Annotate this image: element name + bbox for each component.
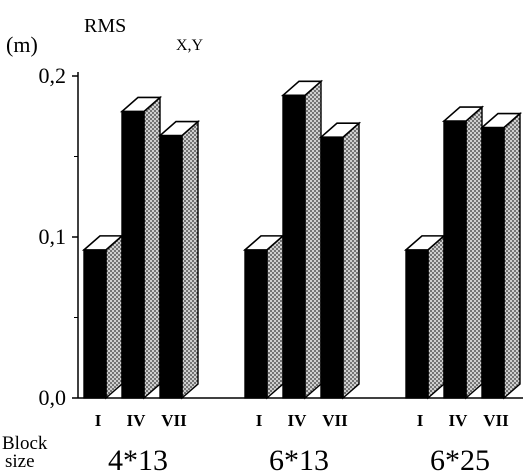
bars [81,79,523,400]
y-axis-title: RMS [84,15,126,37]
bar-top-face [157,120,201,137]
bar-side-face [266,234,284,400]
bar-side-face [105,234,123,400]
category-label: IV [449,411,469,430]
bar-top-face [280,80,324,97]
bar-front-face [320,136,344,399]
block-size-value: 4*13 [108,444,168,474]
bar-front-face [282,94,306,399]
bar-side-face [503,111,521,400]
bar-front-face [121,110,145,399]
x-labels: I IV VII 4*13 I IV VII 6*13 I IV VII 6*25 [95,411,509,474]
block-size-label-line1: Block [2,433,48,454]
block-size-value: 6*13 [269,444,329,474]
y-tick-label: 0,2 [39,63,67,88]
bar-top-face [441,106,485,122]
block-size-value: 6*25 [430,444,490,474]
bar-side-face [143,95,161,400]
bar [318,121,362,400]
block-size-label-line2: size [5,451,35,472]
category-label: I [95,411,102,430]
bar-side-face [304,79,322,400]
bar-side-face [342,121,360,400]
bar-side-face [427,234,445,400]
bar-front-face [443,120,467,399]
bar-front-face [481,126,505,399]
y-unit-label: (m) [6,32,38,57]
category-label: IV [127,411,147,430]
bar [242,234,286,400]
y-axis-title-subscript: X,Y [176,37,204,54]
bar [479,111,523,400]
bar-side-face [181,120,199,400]
category-label: VII [322,411,348,430]
bar-top-face [119,96,163,113]
category-label: I [417,411,424,430]
bar [157,120,201,400]
bar-top-face [318,122,362,138]
category-label: VII [161,411,187,430]
y-tick-label: 0,0 [39,385,67,410]
category-label: I [256,411,263,430]
bar-front-face [244,249,268,399]
bar [81,234,125,400]
bar-side-face [465,105,483,400]
bar [441,105,485,400]
bar-top-face [479,112,523,129]
bar [119,95,163,400]
y-ticks: 0,0 0,1 0,2 [39,63,78,410]
category-label: IV [288,411,308,430]
bar [280,79,324,400]
bar-front-face [159,134,183,399]
bar-front-face [405,249,429,399]
y-tick-label: 0,1 [39,224,67,249]
bar [403,234,447,400]
category-label: VII [483,411,509,430]
bar-front-face [83,249,107,399]
